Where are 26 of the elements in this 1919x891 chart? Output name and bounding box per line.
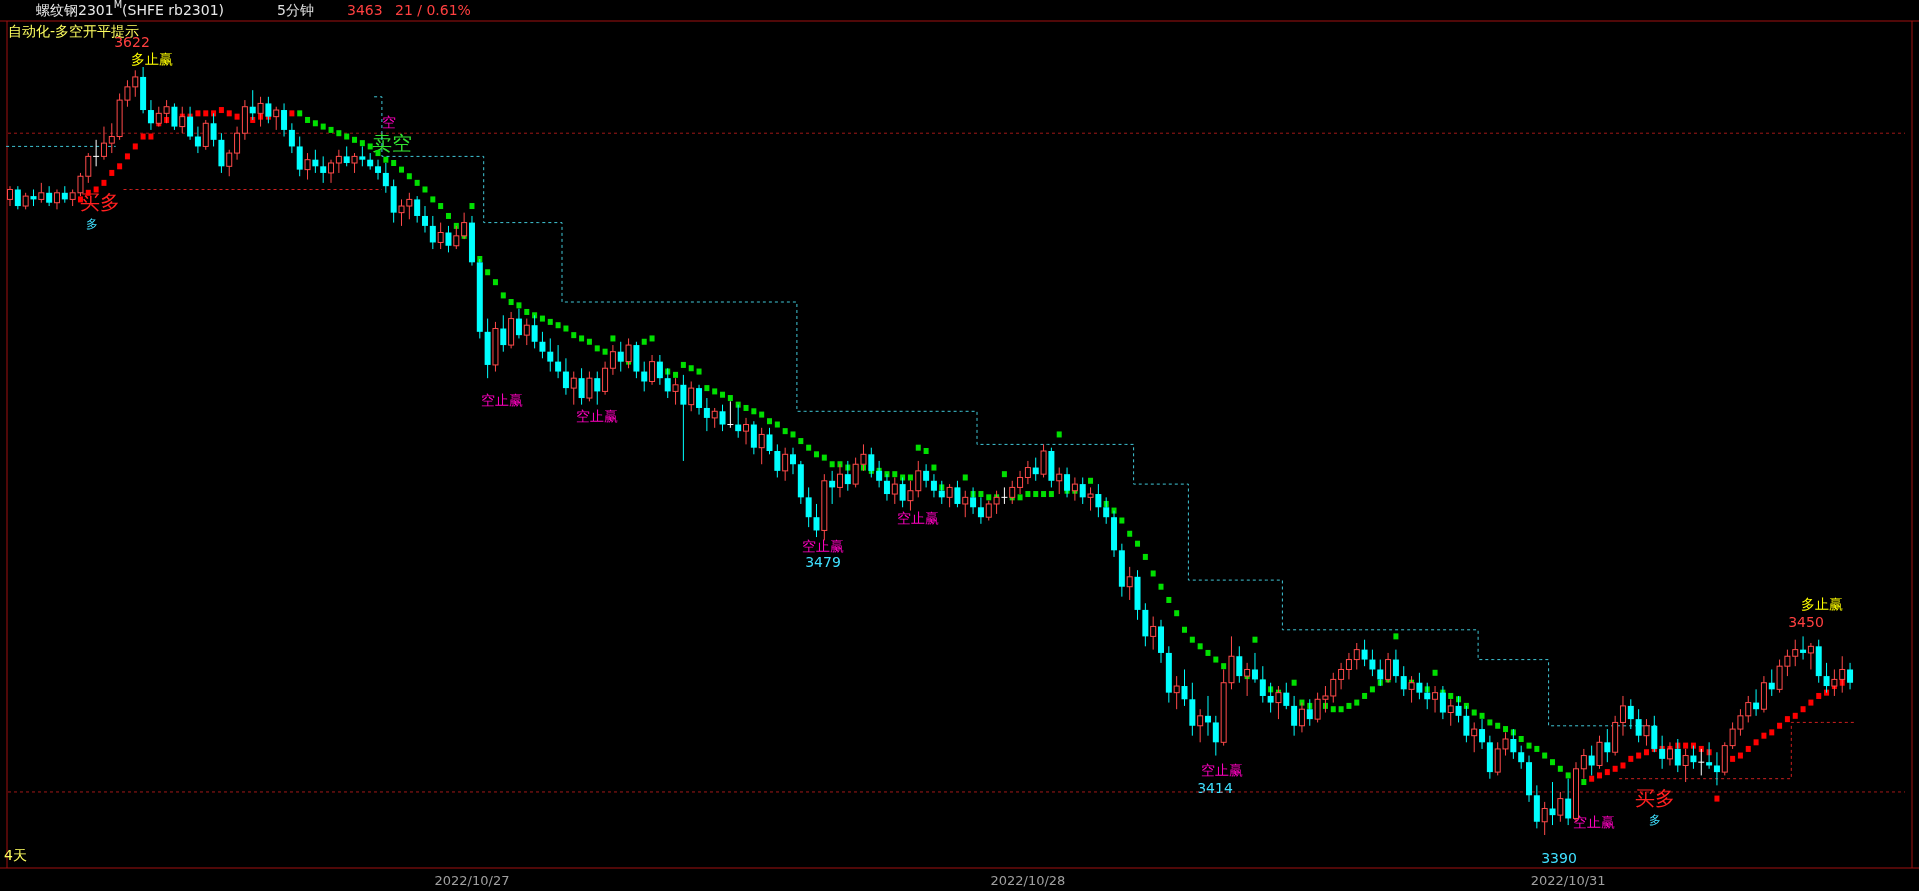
annotation: 空止赢 xyxy=(802,538,844,554)
text: 4天 xyxy=(4,847,27,863)
chart-title: 螺纹钢2301$^{M}$(SHFE rb2301) xyxy=(36,0,225,18)
annotation: 买多 xyxy=(1635,786,1675,810)
x-tick-label: 2022/10/27 xyxy=(434,872,510,888)
x-tick-label: 2022/10/31 xyxy=(1530,872,1606,888)
annotation: 多止赢 xyxy=(1801,596,1843,612)
annotation: 多 xyxy=(86,217,98,231)
annotation: 卖空 xyxy=(372,131,412,155)
annotation: 空止赢 xyxy=(576,408,618,424)
annotation: 空止赢 xyxy=(1201,762,1243,778)
annotation: 空 xyxy=(382,114,396,130)
annotation: 空止赢 xyxy=(481,392,523,408)
annotation: 3414 xyxy=(1197,780,1233,796)
annotation: 买多 xyxy=(80,190,120,214)
text: 5分钟 xyxy=(277,2,314,18)
annotation: 空止赢 xyxy=(897,510,939,526)
text: 21 / 0.61% xyxy=(395,2,471,18)
annotation: 空止赢 xyxy=(1573,814,1615,830)
annotation: 多 xyxy=(1649,813,1661,827)
annotation: 3450 xyxy=(1788,614,1824,630)
annotation: 3479 xyxy=(805,554,841,570)
annotation: 多止赢 xyxy=(131,51,173,67)
text: 3390 xyxy=(1541,850,1577,866)
text: 3463 xyxy=(347,2,383,18)
x-tick-label: 2022/10/28 xyxy=(990,872,1066,888)
